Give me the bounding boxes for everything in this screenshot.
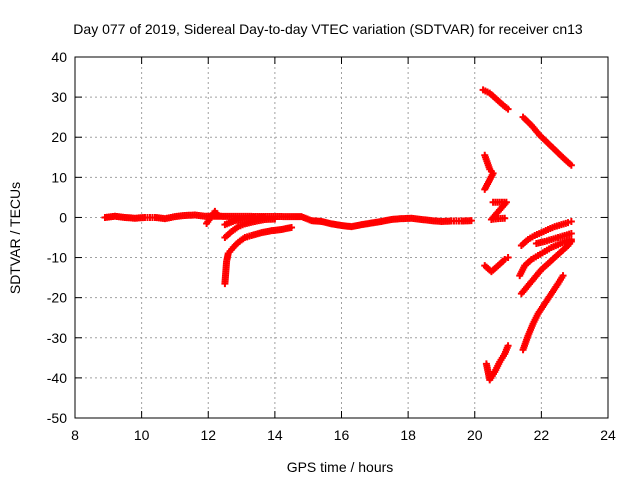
y-tick-label: -10 [47,250,67,266]
chart-title: Day 077 of 2019, Sidereal Day-to-day VTE… [73,21,583,37]
x-tick-label: 8 [71,427,79,443]
data-point [271,215,279,223]
x-tick-label: 22 [534,427,550,443]
data-point [504,105,512,113]
x-tick-label: 24 [600,427,616,443]
data-point [567,217,575,225]
data-point [567,238,575,246]
plot-frame [74,56,609,419]
grid [75,57,608,418]
data-point [504,342,512,350]
x-axis-label: GPS time / hours [287,459,394,475]
data-point [559,272,567,280]
x-tick-label: 12 [200,427,216,443]
y-tick-label: 0 [59,209,67,225]
data-point [481,185,489,193]
x-tick-label: 16 [334,427,350,443]
y-tick-label: -40 [47,370,67,386]
data-point [501,214,509,222]
data-point [567,229,575,237]
y-axis-label: SDTVAR / TECUs [7,182,23,294]
data-point [567,161,575,169]
data-point [214,211,222,219]
data-point [467,217,475,225]
x-tick-label: 18 [400,427,416,443]
data-points [101,86,575,384]
y-tick-label: 40 [51,49,67,65]
y-tick-label: -30 [47,330,67,346]
y-tick-label: -20 [47,290,67,306]
y-tick-label: 20 [51,129,67,145]
y-tick-label: 30 [51,89,67,105]
data-point [504,254,512,262]
x-tick-label: 14 [267,427,283,443]
data-point [288,223,296,231]
x-tick-label: 20 [467,427,483,443]
y-tick-label: -50 [47,410,67,426]
y-tick-label: 10 [51,169,67,185]
x-tick-label: 10 [134,427,150,443]
data-point [261,213,269,221]
ticks: 8 10 12 14 16 18 20 22 24 -50 -40 -30 -20 -10 0 10 20 30 4… [47,49,616,443]
